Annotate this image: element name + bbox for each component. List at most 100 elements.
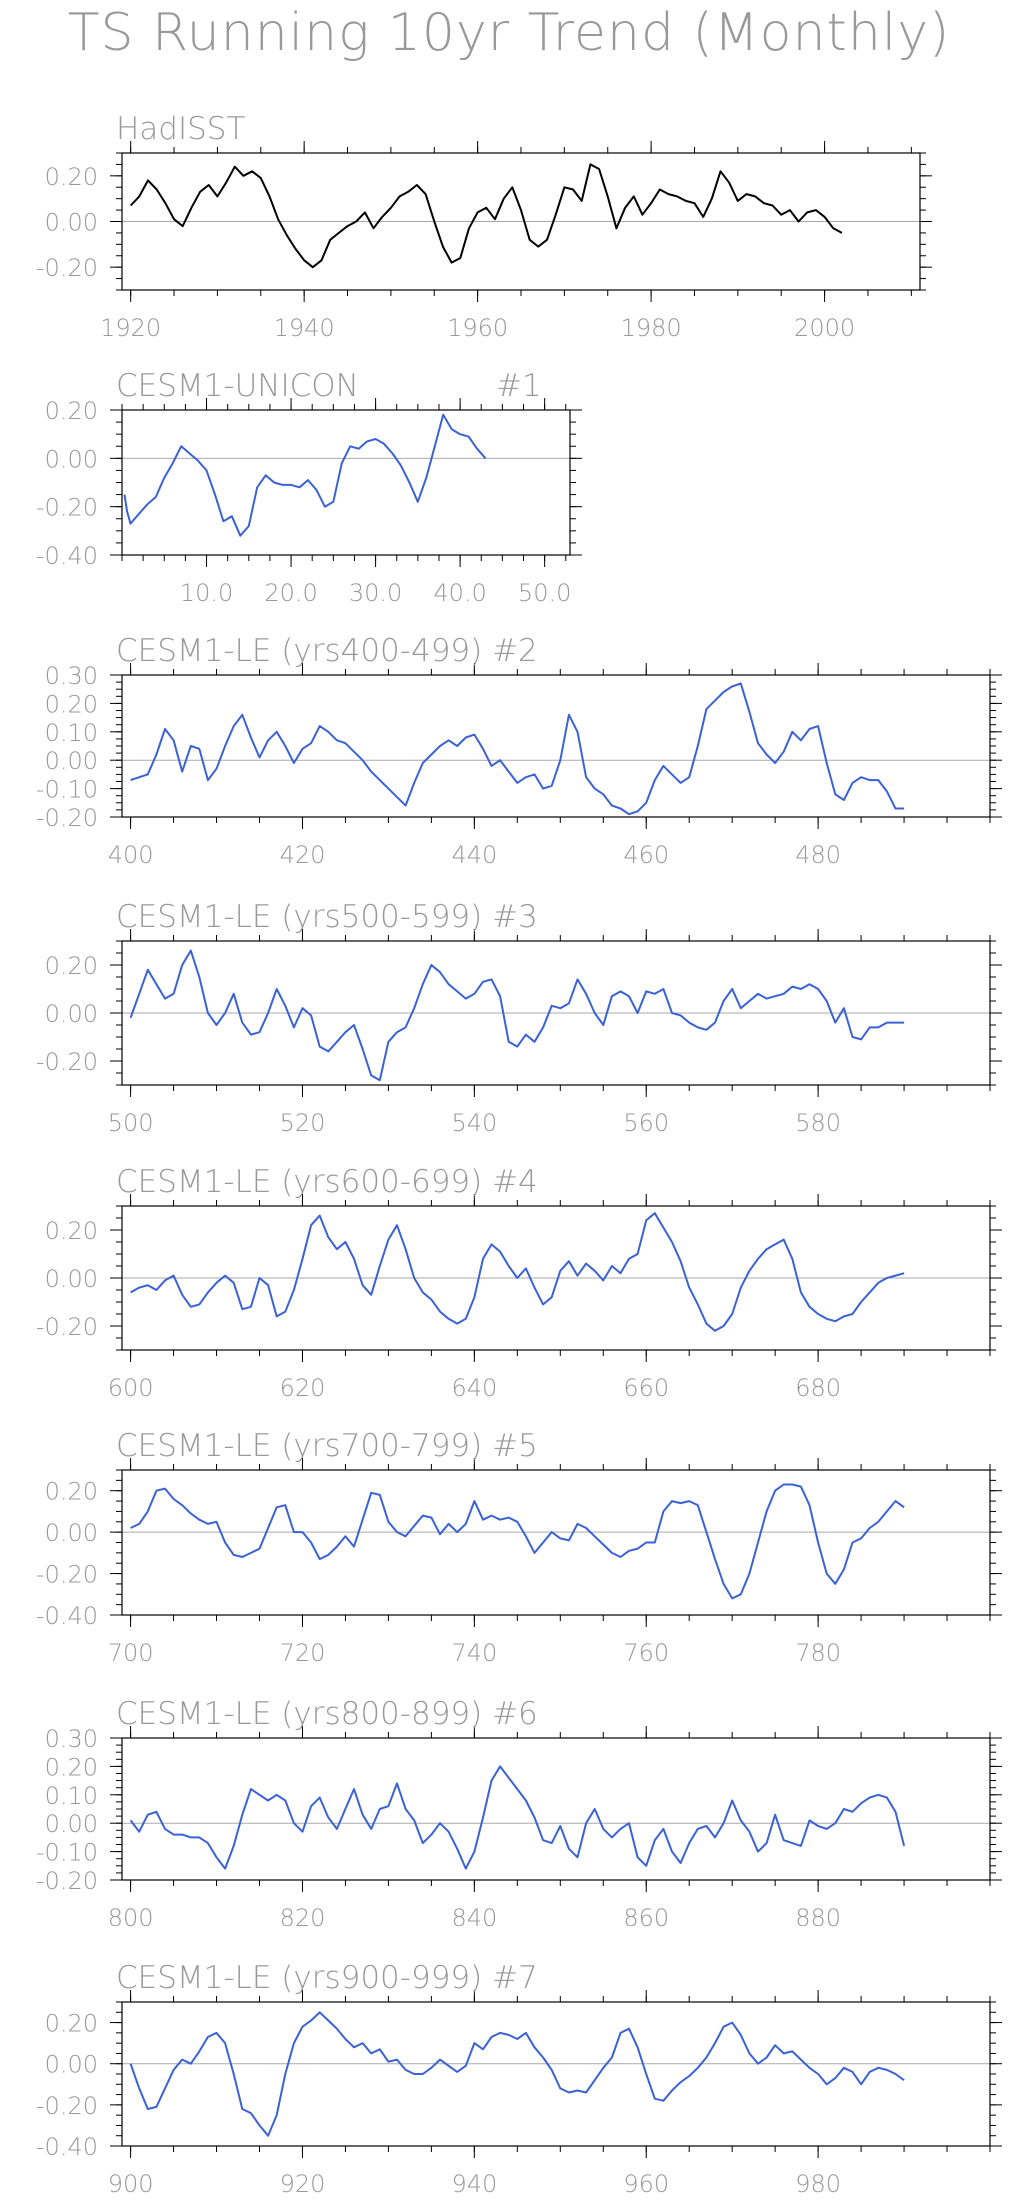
panel-title: CESM1-LE (yrs400-499) #2 (116, 633, 538, 669)
x-tick-label: 580 (795, 1109, 841, 1137)
chart-panel-4: 0.20 0.00 -0.20 500 520 540 560 580 CESM1-LE (yr… (36, 899, 1002, 1137)
y-tick-label: 0.00 (45, 1810, 98, 1838)
x-tick-label: 760 (623, 1639, 669, 1667)
x-tick-label: 700 (108, 1639, 154, 1667)
y-tick-label: 0.20 (45, 1753, 98, 1781)
y-tick-label: 0.00 (45, 209, 98, 237)
y-tick-label: -0.20 (36, 1313, 98, 1341)
y-tick-label: -0.10 (36, 1839, 98, 1867)
x-tick-label: 840 (451, 1904, 497, 1932)
x-tick-label: 960 (623, 2170, 669, 2198)
panel-title: HadISST (116, 111, 245, 147)
chart-panel-6: 0.20 0.00 -0.20 -0.40 700 720 740 760 780 CESM1-L… (36, 1428, 1002, 1667)
y-tick-label: 0.10 (45, 719, 98, 747)
plot-frame (121, 1205, 991, 1351)
panel-title: CESM1-LE (yrs600-699) #4 (116, 1164, 538, 1200)
x-tick-label: 780 (795, 1639, 841, 1667)
panels: 0.20 0.00 -0.20 1920 1940 1960 1980 2000 HadISST… (36, 111, 1002, 2198)
y-tick-label: 0.30 (45, 1725, 98, 1753)
plot-frame (121, 674, 991, 818)
x-tick-label: 560 (623, 1109, 669, 1137)
x-tick-label: 640 (451, 1374, 497, 1402)
y-tick-label: 0.00 (45, 2051, 98, 2079)
x-tick-label: 1960 (447, 314, 508, 342)
y-tick-label: 0.20 (45, 397, 98, 425)
y-tick-label: 0.20 (45, 2010, 98, 2038)
y-tick-label: -0.20 (36, 494, 98, 522)
x-tick-label: 20.0 (264, 579, 317, 607)
x-tick-label: 480 (795, 841, 841, 869)
x-tick-label: 2000 (794, 314, 855, 342)
panel-tag: #1 (496, 368, 542, 404)
series-line (129, 949, 905, 1082)
panel-title: CESM1-LE (yrs900-999) #7 (116, 1960, 538, 1996)
series-line (130, 682, 905, 816)
y-tick-label: -0.20 (36, 254, 98, 282)
chart-panel-2: 0.20 0.00 -0.20 -0.40 10.0 20.0 30.0 40.0 50.0 CE… (36, 368, 582, 607)
y-tick-label: 0.20 (45, 690, 98, 718)
y-tick-label: 0.30 (45, 662, 98, 690)
x-tick-label: 420 (280, 841, 326, 869)
x-tick-label: 1940 (274, 314, 335, 342)
y-tick-label: -0.20 (36, 1048, 98, 1076)
x-tick-label: 900 (108, 2170, 154, 2198)
y-tick-label: -0.20 (36, 804, 98, 832)
plot-frame (121, 152, 921, 291)
x-tick-label: 620 (280, 1374, 326, 1402)
series-line (123, 413, 487, 537)
y-tick-label: 0.00 (45, 445, 98, 473)
y-tick-label: -0.20 (36, 1561, 98, 1589)
x-tick-label: 980 (795, 2170, 841, 2198)
plot-frame (121, 1469, 991, 1616)
y-tick-label: 0.20 (45, 1217, 98, 1245)
series-line (130, 1483, 905, 1600)
x-tick-label: 860 (623, 1904, 669, 1932)
y-tick-label: -0.40 (36, 542, 98, 570)
y-tick-label: 0.10 (45, 1782, 98, 1810)
x-tick-label: 820 (280, 1904, 326, 1932)
chart-panel-5: 0.20 0.00 -0.20 600 620 640 660 680 CESM1-LE (yr… (36, 1164, 1002, 1402)
x-tick-label: 720 (280, 1639, 326, 1667)
x-tick-label: 50.0 (518, 579, 571, 607)
panel-title: CESM1-LE (yrs700-799) #5 (116, 1428, 538, 1464)
x-tick-label: 800 (108, 1904, 154, 1932)
chart-panel-1: 0.20 0.00 -0.20 1920 1940 1960 1980 2000 HadISST (36, 111, 932, 342)
x-tick-label: 680 (795, 1374, 841, 1402)
series-line (129, 2011, 905, 2137)
y-tick-label: -0.10 (36, 776, 98, 804)
series-line (129, 163, 843, 269)
y-tick-label: 0.00 (45, 1265, 98, 1293)
x-tick-label: 440 (451, 841, 497, 869)
x-tick-label: 920 (280, 2170, 326, 2198)
x-tick-label: 660 (623, 1374, 669, 1402)
plot-frame (121, 1737, 991, 1881)
y-tick-label: 0.00 (45, 1519, 98, 1547)
plot-frame (121, 409, 571, 556)
figure-title: TS Running 10yr Trend (Monthly) (68, 3, 951, 63)
x-tick-label: 40.0 (433, 579, 486, 607)
y-tick-label: -0.20 (36, 1867, 98, 1895)
y-tick-label: 0.00 (45, 747, 98, 775)
y-tick-label: -0.40 (36, 1602, 98, 1630)
x-tick-label: 1920 (100, 314, 161, 342)
x-tick-label: 540 (451, 1109, 497, 1137)
x-tick-label: 880 (795, 1904, 841, 1932)
y-tick-label: 0.00 (45, 1000, 98, 1028)
x-tick-label: 400 (108, 841, 154, 869)
series-line (129, 1765, 906, 1870)
plot-frame (121, 2001, 991, 2147)
panel-title: CESM1-LE (yrs800-899) #6 (116, 1696, 538, 1732)
y-tick-label: 0.20 (45, 952, 98, 980)
x-tick-label: 30.0 (349, 579, 402, 607)
x-tick-label: 600 (108, 1374, 154, 1402)
x-tick-label: 1980 (621, 314, 682, 342)
x-tick-label: 10.0 (180, 579, 233, 607)
x-tick-label: 940 (451, 2170, 497, 2198)
x-tick-label: 520 (280, 1109, 326, 1137)
y-tick-label: -0.40 (36, 2133, 98, 2161)
panel-title: CESM1-UNICON (116, 368, 359, 404)
chart-panel-8: 0.20 0.00 -0.20 -0.40 900 920 940 960 980 CESM1-L… (36, 1960, 1002, 2198)
chart-panel-7: 0.300.200.100.00-0.10-0.20 800 820 840 860 88… (36, 1696, 1002, 1932)
x-tick-label: 500 (108, 1109, 154, 1137)
